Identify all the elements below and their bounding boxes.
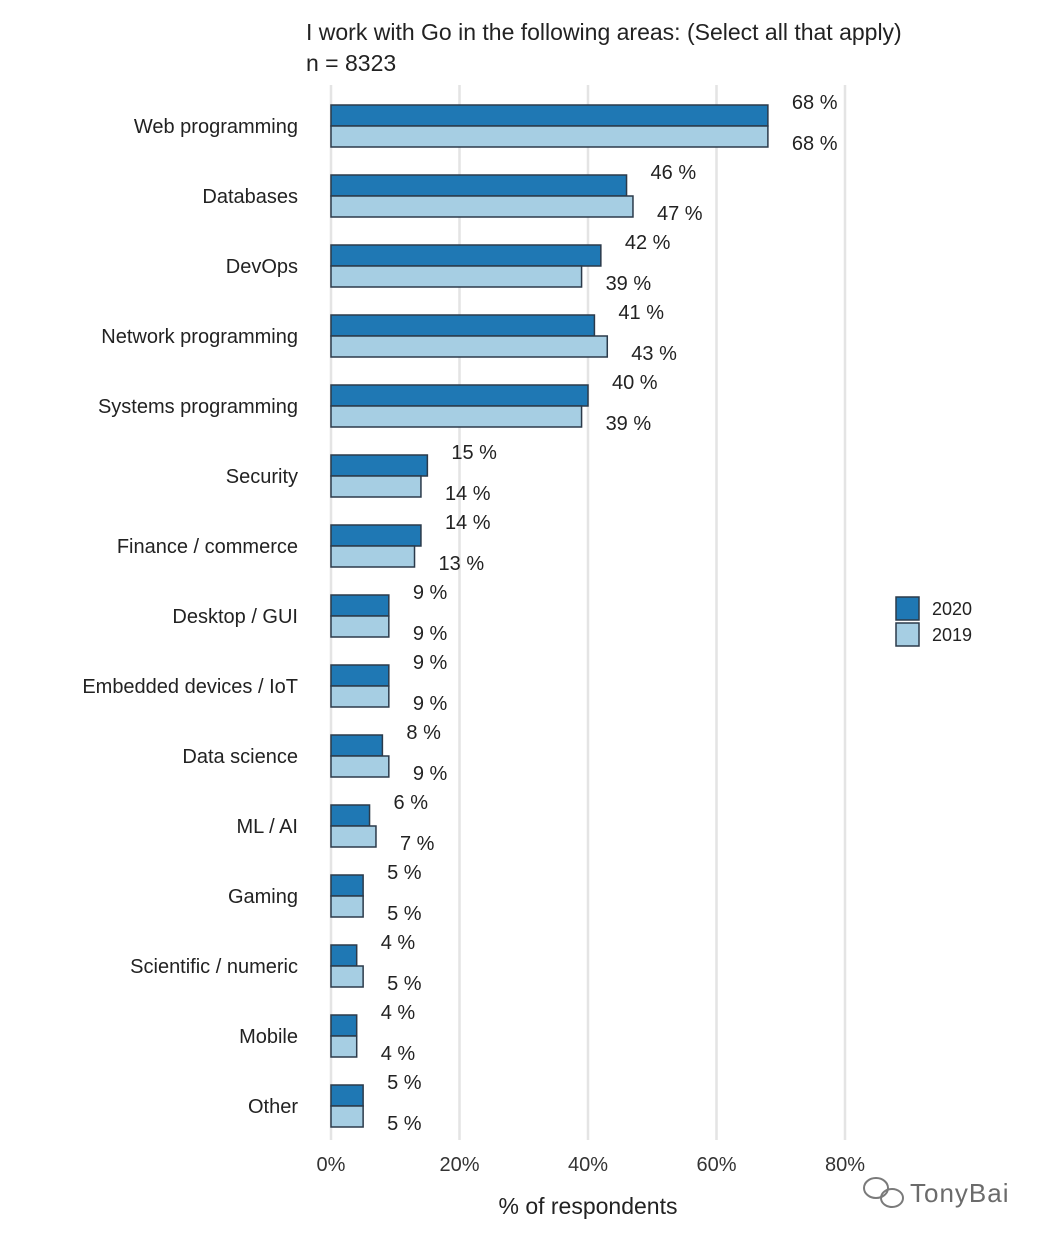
value-label-2019: 5 % (387, 1113, 422, 1135)
value-label-2020: 5 % (387, 862, 422, 884)
value-label-2020: 68 % (792, 92, 838, 114)
value-label-2019: 14 % (445, 483, 491, 505)
bar-2019 (330, 825, 377, 848)
value-label-2019: 13 % (439, 553, 485, 575)
category-label: Other (248, 1096, 298, 1118)
legend-swatch-2020 (895, 596, 920, 621)
bar-2020 (330, 804, 371, 827)
bar-2019 (330, 895, 364, 918)
value-label-2019: 7 % (400, 833, 435, 855)
bar-2019 (330, 1035, 358, 1058)
bar-2019 (330, 405, 583, 428)
bar-2020 (330, 664, 390, 687)
bar-2020 (330, 244, 602, 267)
value-label-2019: 39 % (606, 413, 652, 435)
x-axis-title: % of respondents (498, 1193, 677, 1219)
category-label: DevOps (226, 256, 298, 278)
bar-2019 (330, 475, 422, 498)
value-label-2020: 15 % (451, 442, 497, 464)
bar-2020 (330, 734, 384, 757)
value-label-2020: 5 % (387, 1072, 422, 1094)
value-label-2019: 5 % (387, 973, 422, 995)
category-label: Databases (202, 186, 298, 208)
legend-label-2019: 2019 (932, 625, 972, 645)
legend-swatch-2019 (895, 622, 920, 647)
value-label-2020: 40 % (612, 372, 658, 394)
bar-2020 (330, 1014, 358, 1037)
value-label-2019: 68 % (792, 133, 838, 155)
bar-2019 (330, 265, 583, 288)
value-label-2020: 4 % (381, 1002, 416, 1024)
category-label: Scientific / numeric (130, 956, 298, 978)
value-label-2020: 9 % (413, 652, 448, 674)
value-label-2019: 39 % (606, 273, 652, 295)
category-label: Web programming (134, 116, 298, 138)
bar-2020 (330, 104, 769, 127)
watermark: TonyBai (863, 1177, 1010, 1208)
bar-2020 (330, 1084, 364, 1107)
x-tick-labels: 0% 20% 40% 60% 80% (317, 1154, 866, 1176)
value-label-2019: 9 % (413, 763, 448, 785)
category-label: ML / AI (236, 816, 298, 838)
value-label-2020: 14 % (445, 512, 491, 534)
bar-2020 (330, 314, 596, 337)
chart-subtitle: n = 8323 (306, 50, 396, 76)
bar-2020 (330, 384, 589, 407)
category-label: Systems programming (98, 396, 298, 418)
category-label: Finance / commerce (117, 536, 298, 558)
bar-2019 (330, 685, 390, 708)
value-label-2020: 6 % (394, 792, 429, 814)
bar-2020 (330, 174, 628, 197)
bar-2020 (330, 594, 390, 617)
x-tick-label: 60% (696, 1154, 736, 1176)
value-label-2019: 43 % (631, 343, 677, 365)
category-label: Embedded devices / IoT (82, 676, 298, 698)
category-label: Gaming (228, 886, 298, 908)
bar-2019 (330, 195, 634, 218)
value-label-2020: 9 % (413, 582, 448, 604)
value-label-2019: 9 % (413, 623, 448, 645)
value-label-2020: 42 % (625, 232, 671, 254)
bar-2020 (330, 524, 422, 547)
bar-2019 (330, 125, 769, 148)
bar-2020 (330, 454, 429, 477)
value-labels: 68 % 68 % 46 % 47 % 42 % 39 % 41 % 43 % 40 % 39 %… (381, 92, 838, 1135)
bar-2019 (330, 755, 390, 778)
category-label: Desktop / GUI (172, 606, 298, 628)
x-tick-label: 80% (825, 1154, 865, 1176)
bar-2019 (330, 335, 609, 358)
category-label: Data science (182, 746, 298, 768)
bar-2020 (330, 874, 364, 897)
bar-2019 (330, 615, 390, 638)
x-tick-label: 0% (317, 1154, 346, 1176)
value-label-2019: 9 % (413, 693, 448, 715)
bar-2019 (330, 1105, 364, 1128)
value-label-2020: 41 % (618, 302, 664, 324)
category-label: Network programming (101, 326, 298, 348)
x-tick-label: 40% (568, 1154, 608, 1176)
bars (330, 104, 769, 1128)
value-label-2020: 8 % (406, 722, 441, 744)
legend: 2020 2019 (895, 596, 972, 647)
value-label-2020: 46 % (651, 162, 697, 184)
bar-2019 (330, 965, 364, 988)
legend-label-2020: 2020 (932, 599, 972, 619)
value-label-2019: 47 % (657, 203, 703, 225)
x-tick-label: 20% (439, 1154, 479, 1176)
value-label-2019: 5 % (387, 903, 422, 925)
watermark-text: TonyBai (910, 1178, 1010, 1208)
category-labels: Web programming Databases DevOps Network pr… (82, 116, 298, 1118)
bar-2019 (330, 545, 416, 568)
chart-title: I work with Go in the following areas: (… (306, 19, 902, 45)
value-label-2020: 4 % (381, 932, 416, 954)
category-label: Security (226, 466, 298, 488)
value-label-2019: 4 % (381, 1043, 416, 1065)
bar-2020 (330, 944, 358, 967)
category-label: Mobile (239, 1026, 298, 1048)
wechat-icon (863, 1177, 904, 1208)
